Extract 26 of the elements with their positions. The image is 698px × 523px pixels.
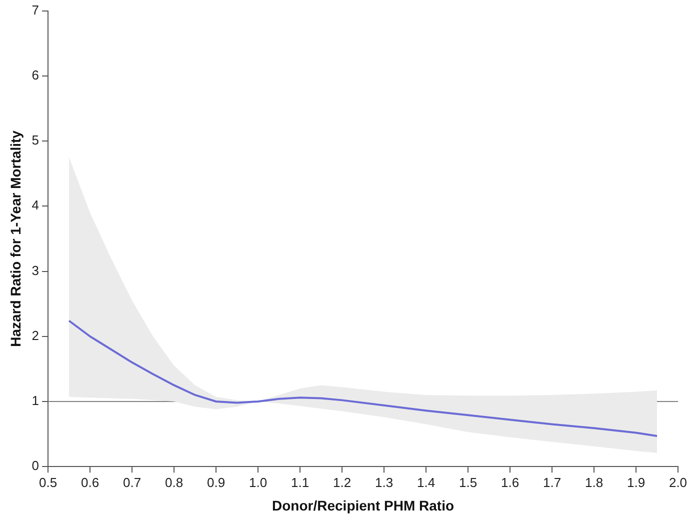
x-tick-label: 1.4: [416, 474, 436, 490]
x-tick-label: 0.7: [122, 474, 142, 490]
y-tick-label: 6: [32, 67, 40, 82]
x-tick-label: 1.2: [332, 474, 352, 490]
y-tick-label: 0: [32, 458, 40, 474]
x-tick-label: 2.0: [668, 474, 688, 490]
x-tick-label: 1.5: [458, 474, 478, 490]
x-axis-title: Donor/Recipient PHM Ratio: [272, 497, 454, 514]
x-tick-label: 1.1: [290, 474, 310, 490]
x-tick-label: 1.0: [248, 474, 268, 490]
x-tick-label: 1.9: [626, 474, 646, 490]
y-tick-label: 4: [32, 198, 40, 213]
y-axis-title: Hazard Ratio for 1-Year Mortality: [7, 130, 24, 347]
y-tick-label: 2: [32, 328, 40, 343]
x-tick-label: 0.8: [164, 474, 184, 490]
x-tick-label: 1.8: [584, 474, 604, 490]
x-tick-label: 1.3: [374, 474, 394, 490]
x-tick-label: 1.7: [542, 474, 562, 490]
y-tick-label: 3: [32, 262, 40, 278]
y-tick-label: 7: [32, 2, 40, 18]
y-tick-label: 5: [32, 132, 40, 148]
x-tick-label: 1.6: [500, 474, 520, 490]
x-tick-label: 0.6: [80, 474, 100, 490]
x-tick-label: 0.5: [38, 474, 58, 490]
y-tick-label: 1: [32, 393, 40, 408]
x-tick-label: 0.9: [206, 474, 226, 490]
